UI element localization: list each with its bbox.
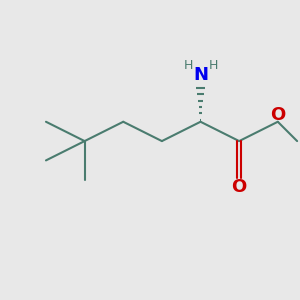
- Text: N: N: [193, 66, 208, 84]
- Text: O: O: [232, 178, 247, 196]
- Text: H: H: [183, 59, 193, 72]
- Text: H: H: [208, 59, 218, 72]
- Text: O: O: [270, 106, 285, 124]
